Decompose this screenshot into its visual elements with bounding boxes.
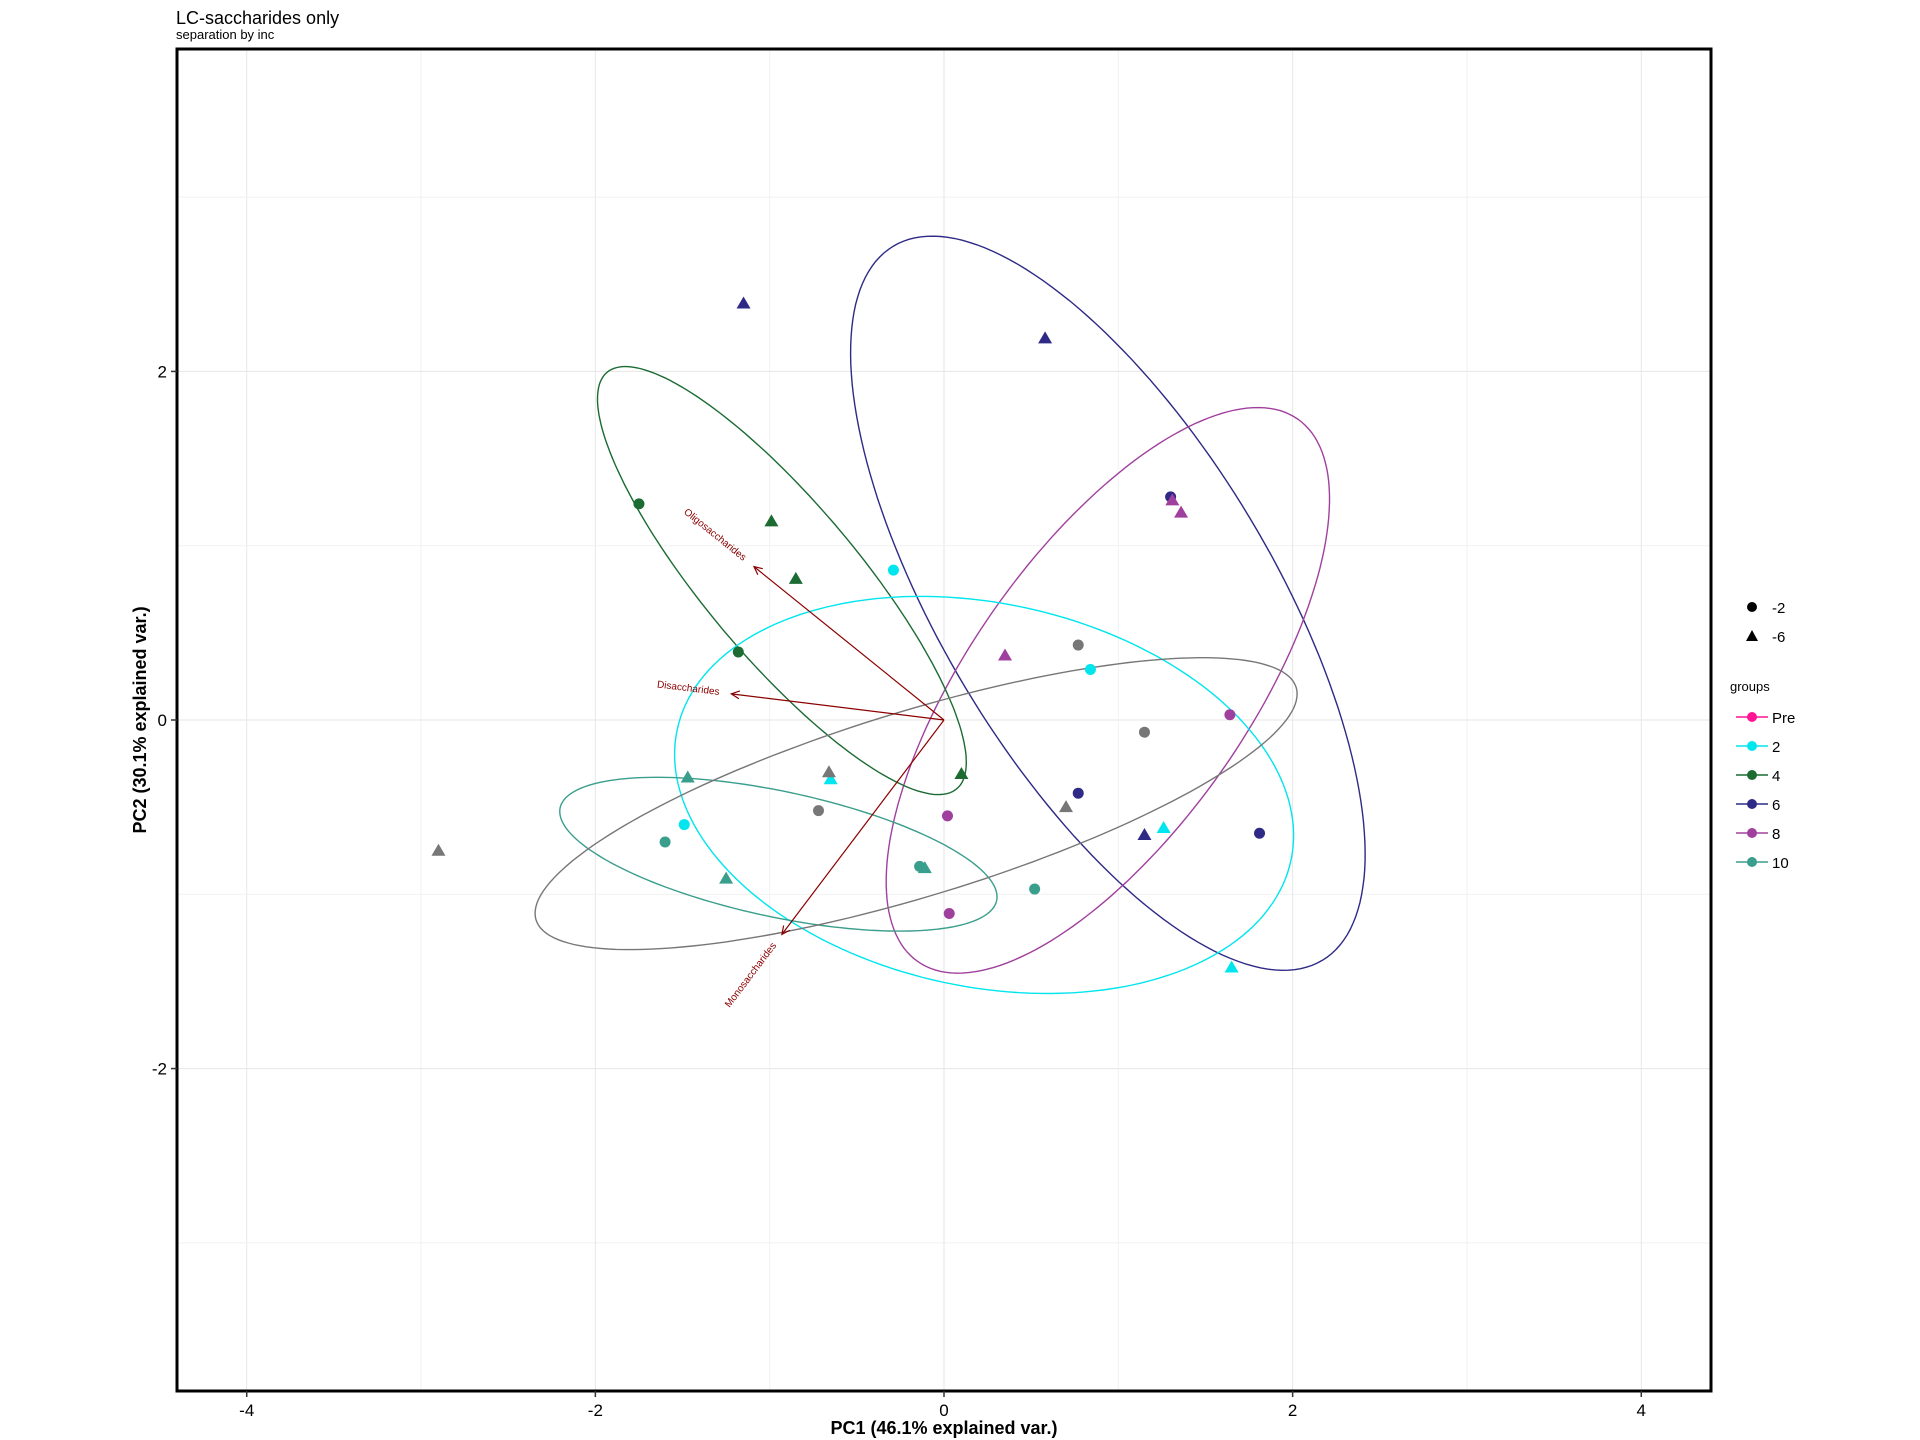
ellipse-group-10 bbox=[559, 776, 998, 932]
legend-shape-label: -6 bbox=[1772, 629, 1785, 646]
point-triangle bbox=[1165, 493, 1180, 506]
legend-dot bbox=[1747, 828, 1757, 838]
ellipse-group-6 bbox=[849, 235, 1366, 972]
chart-title: LC-saccharides only bbox=[176, 8, 340, 28]
point-triangle bbox=[680, 770, 695, 783]
axis-ticks: -4 -2 0 2 4 -2 0 2 bbox=[152, 362, 1646, 1420]
legend-group-label: 10 bbox=[1772, 855, 1789, 872]
x-tick-label: 4 bbox=[1637, 1401, 1646, 1420]
arrow-head bbox=[781, 925, 791, 936]
point-circle bbox=[943, 907, 955, 919]
point-triangle bbox=[1224, 960, 1239, 973]
legend-dot bbox=[1747, 799, 1757, 809]
legend-dot bbox=[1747, 741, 1757, 751]
point-circle bbox=[678, 819, 690, 831]
arrow-line bbox=[731, 693, 945, 721]
point-triangle bbox=[1174, 505, 1189, 518]
legend-group-label: 2 bbox=[1772, 739, 1780, 756]
arrow-head bbox=[729, 690, 741, 700]
ellipse-group-8 bbox=[885, 406, 1331, 974]
legend-title: groups bbox=[1730, 679, 1770, 694]
ellipse-group-4 bbox=[596, 365, 968, 796]
x-tick-label: 2 bbox=[1288, 1401, 1297, 1420]
point-circle bbox=[1084, 663, 1096, 675]
legend-group-label: 8 bbox=[1772, 826, 1780, 843]
y-tick-label: 2 bbox=[158, 362, 167, 381]
legend-shape-label: -2 bbox=[1772, 600, 1785, 617]
point-triangle bbox=[821, 765, 836, 778]
grid-lines bbox=[177, 49, 1711, 1391]
point-triangle bbox=[1038, 331, 1053, 344]
point-triangle bbox=[764, 514, 779, 527]
point-triangle bbox=[917, 861, 932, 874]
arrow-head bbox=[752, 565, 763, 576]
x-axis-title: PC1 (46.1% explained var.) bbox=[830, 1418, 1057, 1438]
point-circle bbox=[1072, 787, 1084, 799]
point-circle bbox=[1138, 726, 1150, 738]
variable-label: Disaccharides bbox=[656, 679, 720, 698]
y-tick-label: 0 bbox=[158, 711, 167, 730]
x-tick-label: -2 bbox=[588, 1401, 603, 1420]
point-triangle bbox=[954, 767, 969, 780]
point-triangle bbox=[998, 648, 1013, 661]
point-circle bbox=[1254, 827, 1266, 839]
legend-dot bbox=[1747, 712, 1757, 722]
point-triangle bbox=[1059, 800, 1074, 813]
point-triangle bbox=[719, 871, 734, 884]
y-tick-label: -2 bbox=[152, 1060, 167, 1079]
point-triangle bbox=[431, 843, 446, 856]
point-circle bbox=[659, 836, 671, 848]
point-circle bbox=[1072, 639, 1084, 651]
point-triangle bbox=[1137, 828, 1152, 841]
legend-group-label: 4 bbox=[1772, 768, 1780, 785]
arrow-line bbox=[753, 566, 945, 721]
x-tick-label: -4 bbox=[239, 1401, 254, 1420]
point-circle bbox=[1029, 883, 1041, 895]
point-triangle bbox=[788, 571, 803, 584]
legend-shape-triangle bbox=[1746, 630, 1758, 641]
legend-group-label: Pre bbox=[1772, 710, 1795, 727]
data-points bbox=[431, 296, 1266, 973]
point-circle bbox=[941, 810, 953, 822]
y-axis-title: PC2 (30.1% explained var.) bbox=[130, 606, 150, 833]
group-ellipses bbox=[534, 235, 1366, 995]
arrow-line bbox=[781, 719, 945, 935]
legend-shape-circle bbox=[1747, 602, 1757, 612]
point-circle bbox=[732, 646, 744, 658]
ellipse-group-2 bbox=[673, 595, 1295, 995]
point-circle bbox=[633, 498, 645, 510]
legend: -2 -6 groups Pre 2 4 6 8 10 bbox=[1730, 600, 1795, 872]
x-tick-label: 0 bbox=[939, 1401, 948, 1420]
ellipse-group-other bbox=[534, 657, 1298, 951]
point-circle bbox=[887, 564, 899, 576]
point-triangle bbox=[823, 772, 838, 785]
legend-dot bbox=[1747, 770, 1757, 780]
variable-label: Oligosaccharides bbox=[681, 507, 748, 564]
legend-dot bbox=[1747, 857, 1757, 867]
point-triangle bbox=[1156, 821, 1171, 834]
point-circle bbox=[1224, 709, 1236, 721]
point-triangle bbox=[736, 296, 751, 309]
chart-subtitle: separation by inc bbox=[176, 27, 275, 42]
point-circle bbox=[812, 805, 824, 817]
variable-label: Monosaccharides bbox=[723, 941, 779, 1010]
legend-group-label: 6 bbox=[1772, 797, 1780, 814]
